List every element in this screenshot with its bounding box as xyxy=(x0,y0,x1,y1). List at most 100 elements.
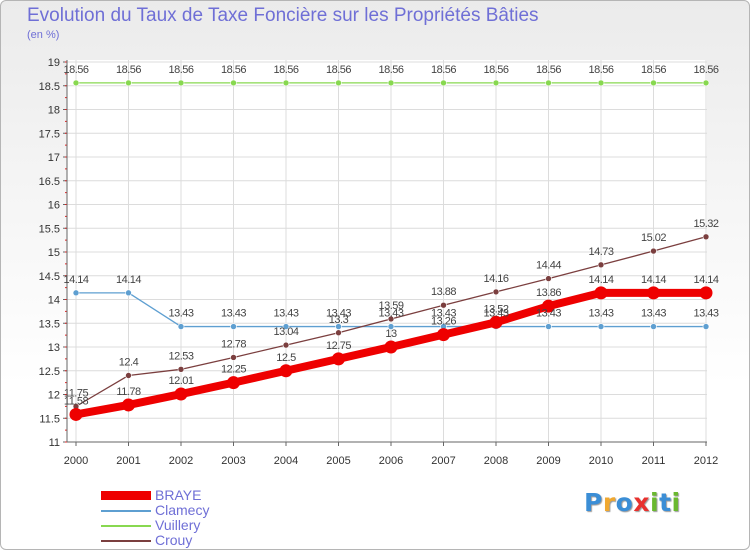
x-tick-label: 2004 xyxy=(274,455,298,467)
x-tick-label: 2011 xyxy=(642,455,666,467)
data-point-crouy xyxy=(440,301,447,309)
data-point-vuillery xyxy=(282,79,290,87)
y-tick-label: 17 xyxy=(48,152,60,164)
y-tick-label: 18 xyxy=(48,105,60,117)
y-tick-label: 14.5 xyxy=(39,271,60,283)
data-point-braye xyxy=(122,398,135,412)
y-tick-label: 11 xyxy=(49,437,60,449)
data-label-braye: 12.75 xyxy=(326,340,351,352)
legend-swatch-vuillery xyxy=(101,525,151,527)
data-label-vuillery: 18.56 xyxy=(326,64,351,76)
data-point-clamecy xyxy=(125,289,132,297)
data-label-braye: 11.78 xyxy=(116,386,141,398)
x-tick-label: 2002 xyxy=(169,455,193,467)
data-point-clamecy xyxy=(545,323,552,330)
data-point-vuillery xyxy=(387,79,395,87)
data-point-crouy xyxy=(702,233,710,241)
data-point-vuillery xyxy=(125,79,132,87)
data-point-clamecy xyxy=(282,323,290,330)
y-tick-label: 12.5 xyxy=(39,366,60,378)
data-label-vuillery: 18.56 xyxy=(116,64,141,76)
data-point-crouy xyxy=(335,329,342,337)
data-point-vuillery xyxy=(545,79,552,87)
data-point-braye xyxy=(384,340,398,354)
data-point-vuillery xyxy=(702,79,710,87)
y-tick-label: 16.5 xyxy=(39,176,60,188)
data-point-crouy xyxy=(177,366,185,373)
data-point-vuillery xyxy=(492,79,500,87)
data-point-crouy xyxy=(387,315,395,323)
data-label-clamecy: 13.43 xyxy=(273,308,298,320)
data-label-vuillery: 18.56 xyxy=(483,64,508,76)
logo-letter: x xyxy=(633,488,650,517)
data-label-crouy: 12.78 xyxy=(221,338,246,350)
legend-swatch-crouy xyxy=(101,540,151,542)
data-point-clamecy xyxy=(597,323,605,330)
data-point-vuillery xyxy=(440,79,447,87)
data-label-braye: 12.01 xyxy=(168,375,193,387)
legend-swatch-clamecy xyxy=(101,510,151,512)
data-point-vuillery xyxy=(597,79,605,87)
data-point-vuillery xyxy=(177,79,185,87)
logo-letter: t xyxy=(659,488,672,517)
data-label-crouy: 12.53 xyxy=(168,350,193,362)
data-label-vuillery: 18.56 xyxy=(378,64,403,76)
data-point-vuillery xyxy=(335,79,342,87)
data-label-braye: 13.86 xyxy=(536,287,561,299)
x-tick-label: 2012 xyxy=(694,455,718,467)
legend-label-clamecy: Clamecy xyxy=(155,502,210,518)
y-tick-label: 18.5 xyxy=(39,81,60,93)
legend-label-crouy: Crouy xyxy=(155,532,193,548)
data-point-vuillery xyxy=(650,79,657,87)
data-point-crouy xyxy=(125,372,132,379)
data-label-braye: 13.52 xyxy=(483,303,508,315)
data-point-braye xyxy=(647,286,660,300)
logo-letter: o xyxy=(615,488,634,517)
x-tick-label: 2009 xyxy=(536,455,560,467)
logo-letter: i xyxy=(650,488,660,517)
x-tick-label: 2007 xyxy=(431,455,455,467)
data-label-vuillery: 18.56 xyxy=(63,64,88,76)
data-label-vuillery: 18.56 xyxy=(693,64,718,76)
data-label-braye: 13.26 xyxy=(431,316,456,328)
data-point-braye xyxy=(699,286,713,300)
data-label-crouy: 14.73 xyxy=(588,246,613,258)
data-label-crouy: 14.44 xyxy=(536,260,561,272)
y-tick-label: 14 xyxy=(48,295,60,307)
data-label-clamecy: 13.43 xyxy=(536,308,561,320)
data-label-braye: 13 xyxy=(385,328,397,340)
plot-area xyxy=(67,60,707,442)
data-label-clamecy: 13.43 xyxy=(326,308,351,320)
y-tick-label: 17.5 xyxy=(39,128,60,140)
data-point-braye xyxy=(489,315,503,329)
data-label-vuillery: 18.56 xyxy=(641,64,666,76)
data-point-crouy xyxy=(492,288,500,296)
data-point-braye xyxy=(437,328,450,342)
data-label-vuillery: 18.56 xyxy=(536,64,561,76)
x-tick-label: 2003 xyxy=(221,455,245,467)
y-tick-label: 13 xyxy=(48,342,60,354)
x-tick-label: 2010 xyxy=(589,455,613,467)
data-point-vuillery xyxy=(230,79,237,87)
data-label-vuillery: 18.56 xyxy=(168,64,193,76)
data-point-braye xyxy=(594,286,608,300)
data-label-clamecy: 13.43 xyxy=(693,308,718,320)
chart-title: Evolution du Taux de Taxe Foncière sur l… xyxy=(27,5,539,26)
data-point-braye xyxy=(69,407,83,421)
data-label-crouy: 13.04 xyxy=(273,326,298,338)
x-tick-label: 2005 xyxy=(326,455,350,467)
legend-label-vuillery: Vuillery xyxy=(155,517,201,533)
data-label-vuillery: 18.56 xyxy=(588,64,613,76)
data-label-clamecy: 13.43 xyxy=(378,308,403,320)
data-point-clamecy xyxy=(230,323,237,330)
data-label-crouy: 13.59 xyxy=(378,300,403,312)
data-label-crouy: 12.4 xyxy=(119,357,139,369)
data-label-crouy: 13.3 xyxy=(329,314,349,326)
data-label-braye: 14.14 xyxy=(641,274,666,286)
y-tick-label: 15.5 xyxy=(39,223,60,235)
y-tick-label: 12 xyxy=(48,390,60,402)
data-point-braye xyxy=(332,352,345,366)
data-point-braye xyxy=(279,364,293,378)
